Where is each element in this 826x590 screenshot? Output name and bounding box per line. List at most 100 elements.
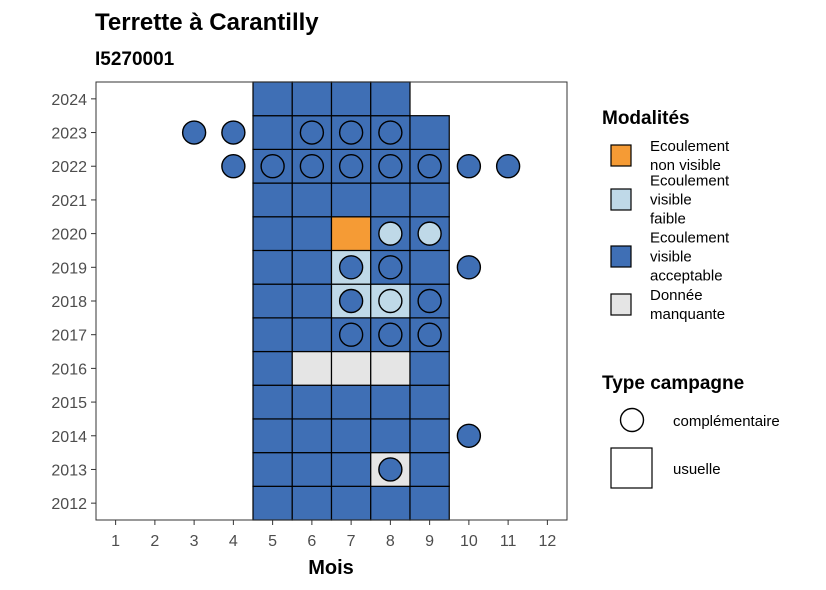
point-2022-7 <box>338 154 364 179</box>
tile-2014-7 <box>330 418 372 454</box>
tile-2014-8 <box>370 418 411 454</box>
y-tick-label: 2016 <box>51 361 87 378</box>
tile-2021-6 <box>291 182 333 218</box>
point-2022-10 <box>456 154 482 179</box>
y-tick-label: 2018 <box>51 294 87 311</box>
tile-2024-7 <box>330 81 372 117</box>
x-tick-label: 7 <box>347 533 356 550</box>
point-2020-9 <box>417 221 442 246</box>
y-tick-label: 2024 <box>51 92 87 109</box>
y-tick-label: 2020 <box>51 227 87 244</box>
y-tick-label: 2021 <box>51 193 87 210</box>
x-axis: 1 2 3 4 5 6 7 8 9 10 11 12 <box>111 520 556 550</box>
x-tick-label: 1 <box>111 533 120 550</box>
legend-key-acceptable <box>610 245 632 268</box>
point-2023-8 <box>378 120 403 145</box>
tile-2014-5 <box>252 418 293 454</box>
legend-label-manquante: Donnée <box>650 287 703 304</box>
tile-2019-6 <box>291 249 333 285</box>
tile-2020-7 <box>330 216 372 252</box>
legend-modalites-title: Modalités <box>602 108 690 129</box>
y-tick-label: 2014 <box>51 429 87 446</box>
x-axis-title: Mois <box>308 557 354 579</box>
tile-2016-5 <box>252 350 293 386</box>
tile-2013-9 <box>409 452 450 487</box>
legend-label-manquante: manquante <box>650 306 725 323</box>
point-2023-6 <box>299 120 325 145</box>
x-tick-label: 3 <box>190 533 199 550</box>
legend-type-title: Type campagne <box>602 373 744 394</box>
tile-2023-9 <box>409 115 450 150</box>
tile-2023-5 <box>252 115 293 150</box>
y-tick-label: 2023 <box>51 126 87 143</box>
y-tick-label: 2013 <box>51 462 87 479</box>
legend-key-manquante <box>610 293 632 316</box>
point-2020-8 <box>378 221 403 246</box>
tile-2020-6 <box>291 216 333 252</box>
point-2023-3 <box>181 120 207 145</box>
tile-2017-5 <box>252 317 293 353</box>
point-2022-8 <box>378 154 403 179</box>
tile-2015-7 <box>330 384 372 420</box>
tile-2019-5 <box>252 249 293 285</box>
tile-2016-7 <box>330 350 372 386</box>
x-tick-label: 6 <box>307 533 316 550</box>
tile-2024-6 <box>291 81 333 117</box>
point-2017-8 <box>378 322 403 347</box>
point-2019-8 <box>378 255 403 280</box>
x-tick-label: 2 <box>150 533 159 550</box>
legend-label-complementaire: complémentaire <box>673 413 780 430</box>
tile-2015-5 <box>252 384 293 420</box>
point-2013-8 <box>378 457 403 482</box>
y-tick-label: 2017 <box>51 328 87 345</box>
tile-2024-8 <box>370 81 411 117</box>
x-tick-label: 4 <box>229 533 238 550</box>
tile-2015-8 <box>370 384 411 420</box>
y-tick-label: 2022 <box>51 159 87 176</box>
tile-2012-6 <box>291 485 333 521</box>
tile-2015-9 <box>409 384 450 420</box>
legend-label-acceptable: visible <box>650 249 692 266</box>
legend-label-acceptable: acceptable <box>650 268 723 285</box>
tile-2012-8 <box>370 485 411 521</box>
point-2022-4 <box>221 154 246 179</box>
point-2018-9 <box>417 288 442 314</box>
legend-label-usuelle: usuelle <box>673 461 721 478</box>
tile-2019-9 <box>409 249 450 285</box>
complementaire-points <box>181 120 521 482</box>
legend-key-usuelle <box>610 447 653 489</box>
x-tick-label: 11 <box>500 533 517 550</box>
tile-2013-7 <box>330 452 372 487</box>
legend-label-non_visible: non visible <box>650 157 721 174</box>
tile-2014-6 <box>291 418 333 454</box>
tile-2021-7 <box>330 182 372 218</box>
tile-2020-5 <box>252 216 293 252</box>
point-2018-8 <box>378 288 403 314</box>
tile-2012-7 <box>330 485 372 521</box>
tile-2021-5 <box>252 182 293 218</box>
tile-2016-9 <box>409 350 450 386</box>
point-2022-6 <box>299 154 325 179</box>
point-2022-5 <box>260 154 285 179</box>
point-2022-9 <box>417 154 442 179</box>
tile-2024-5 <box>252 81 293 117</box>
y-tick-label: 2019 <box>51 260 87 277</box>
point-2019-7 <box>338 255 364 280</box>
legend-label-faible: faible <box>650 211 686 228</box>
legend-label-faible: Ecoulement <box>650 173 730 190</box>
legend-label-non_visible: Ecoulement <box>650 138 730 155</box>
legend-key-faible <box>610 188 632 211</box>
tile-2021-8 <box>370 182 411 218</box>
point-2018-7 <box>338 288 364 314</box>
legend-key-complementaire <box>619 407 645 433</box>
x-tick-label: 8 <box>386 533 395 550</box>
tile-2013-6 <box>291 452 333 487</box>
point-2017-9 <box>417 322 442 347</box>
legend-label-faible: visible <box>650 192 692 209</box>
tile-2015-6 <box>291 384 333 420</box>
point-2019-10 <box>456 255 482 280</box>
point-2023-4 <box>221 120 246 145</box>
point-2014-10 <box>456 423 482 448</box>
